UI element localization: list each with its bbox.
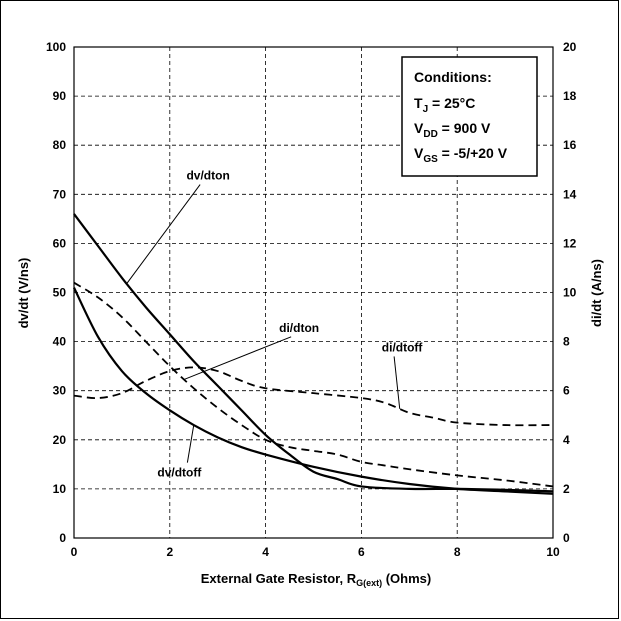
annotation-label: dv/dtoff: [157, 466, 202, 480]
x-axis-label-tail: (Ohms): [382, 571, 431, 586]
series-line-di-dton: [73, 281, 554, 488]
y-right-tick-label: 4: [563, 433, 570, 447]
series-line-di-dtoff: [73, 366, 554, 427]
annotation-leader: [126, 184, 201, 284]
annotation-leader: [186, 424, 195, 463]
y-right-tick-label: 2: [563, 482, 570, 496]
annotation-label: dv/dton: [186, 169, 229, 183]
y-right-tick-label: 10: [563, 286, 577, 300]
y-right-tick-label: 14: [563, 187, 577, 201]
x-tick-label: 10: [546, 545, 560, 559]
x-tick-label: 8: [454, 545, 461, 559]
x-tick-label: 0: [71, 545, 78, 559]
y-left-tick-label: 0: [59, 531, 66, 545]
y-axis-right-label: di/dt (A/ns): [589, 259, 604, 327]
condition-vdd: VDD = 900 V: [414, 120, 491, 140]
y-left-tick-label: 10: [53, 482, 67, 496]
annotation-label: di/dton: [279, 321, 319, 335]
series-line-dv-dtoff: [73, 287, 554, 495]
y-right-tick-label: 16: [563, 138, 577, 152]
y-right-tick-label: 12: [563, 236, 577, 250]
conditions-box: Conditions: TJ = 25°C VDD = 900 V VGS = …: [401, 56, 538, 177]
y-left-tick-label: 50: [53, 286, 67, 300]
series-line-dv-dton: [73, 213, 554, 493]
x-tick-label: 6: [358, 545, 365, 559]
y-right-tick-label: 8: [563, 335, 570, 349]
plot-area: [73, 46, 554, 539]
y-right-tick-label: 18: [563, 89, 577, 103]
y-left-tick-label: 70: [53, 187, 67, 201]
series-layer: [73, 213, 554, 495]
y-left-tick-label: 90: [53, 89, 67, 103]
x-axis-label-main: External Gate Resistor, R: [201, 571, 357, 586]
y-left-tick-label: 60: [53, 236, 67, 250]
y-left-tick-label: 100: [46, 40, 66, 54]
condition-tj: TJ = 25°C: [414, 95, 475, 115]
y-left-tick-label: 20: [53, 433, 67, 447]
condition-vgs: VGS = -5/+20 V: [414, 145, 508, 165]
y-left-tick-label: 80: [53, 138, 67, 152]
annotations: dv/dton di/dton di/dtoff dv/dtoff: [126, 169, 424, 480]
annotation-leader: [183, 336, 292, 380]
annotation-label: di/dtoff: [382, 340, 424, 354]
conditions-title: Conditions:: [414, 69, 492, 85]
x-tick-label: 2: [166, 545, 173, 559]
tick-labels: 0 2 4 6 8 10010203040506070809010002468101214…: [46, 40, 577, 559]
annotation-leader: [393, 356, 401, 409]
x-axis-label: External Gate Resistor, RG(ext) (Ohms): [201, 571, 431, 588]
x-axis-label-sub: G(ext): [356, 578, 382, 588]
y-right-tick-label: 0: [563, 531, 570, 545]
y-right-tick-label: 20: [563, 40, 577, 54]
x-tick-label: 4: [262, 545, 269, 559]
y-left-tick-label: 40: [53, 335, 67, 349]
y-axis-left-label: dv/dt (V/ns): [16, 258, 31, 329]
y-right-tick-label: 6: [563, 384, 570, 398]
y-left-tick-label: 30: [53, 384, 67, 398]
